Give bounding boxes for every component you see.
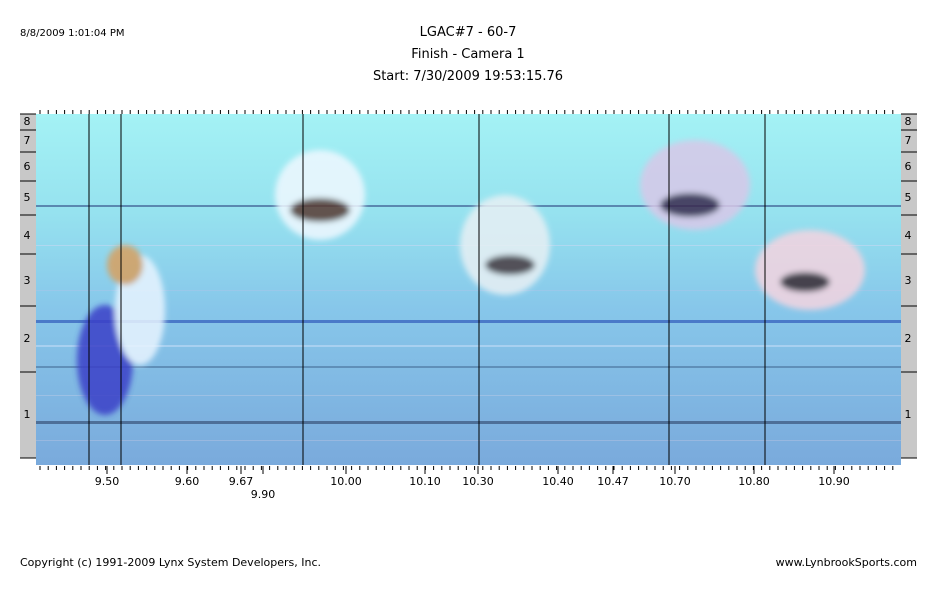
finish-lines <box>88 114 766 465</box>
stripe <box>36 366 901 368</box>
lane-label-left: 2 <box>23 332 31 345</box>
lane-label-left: 8 <box>23 115 31 128</box>
stripe <box>36 290 901 291</box>
time-label: 10.47 <box>597 475 629 488</box>
time-label: 10.00 <box>330 475 362 488</box>
title: LGAC#7 - 60-7 <box>419 25 517 40</box>
time-label: 9.67 <box>228 475 254 488</box>
photo <box>36 114 901 465</box>
time-label: 9.60 <box>174 475 200 488</box>
lane-label-left: 1 <box>23 408 31 421</box>
time-label: 10.80 <box>738 475 770 488</box>
lane-label-left: 6 <box>23 160 31 173</box>
lane-label-right: 2 <box>904 332 912 345</box>
time-label: 10.70 <box>659 475 691 488</box>
lane-label-right: 1 <box>904 408 912 421</box>
ticks <box>20 110 917 474</box>
lane-label-right: 3 <box>904 274 912 287</box>
start-time: Start: 7/30/2009 19:53:15.76 <box>372 69 564 84</box>
time-label: 10.10 <box>409 475 441 488</box>
runners <box>77 140 865 415</box>
stripe <box>36 440 901 441</box>
website: www.LynbrookSports.com <box>775 556 917 569</box>
stripe <box>36 205 901 207</box>
time-label: 10.40 <box>542 475 574 488</box>
time-label: 10.90 <box>818 475 850 488</box>
time-label: 9.90 <box>250 488 276 501</box>
stripe <box>36 395 901 396</box>
time-label: 10.30 <box>462 475 494 488</box>
lane-label-right: 8 <box>904 115 912 128</box>
stripe <box>36 345 901 347</box>
stripe <box>36 320 901 323</box>
timestamp: 8/8/2009 1:01:04 PM <box>20 28 125 39</box>
lane-label-left: 5 <box>23 191 31 204</box>
lane-label-right: 4 <box>904 229 912 242</box>
stripe <box>36 421 901 424</box>
lane-label-left: 3 <box>23 274 31 287</box>
lane-label-left: 4 <box>23 229 31 242</box>
subtitle: Finish - Camera 1 <box>411 47 525 62</box>
copyright: Copyright (c) 1991-2009 Lynx System Deve… <box>20 556 322 569</box>
time-label: 9.50 <box>94 475 120 488</box>
lane-label-right: 5 <box>904 191 912 204</box>
lane-label-right: 6 <box>904 160 912 173</box>
lane-label-right: 7 <box>904 134 912 147</box>
lane-label-left: 7 <box>23 134 31 147</box>
